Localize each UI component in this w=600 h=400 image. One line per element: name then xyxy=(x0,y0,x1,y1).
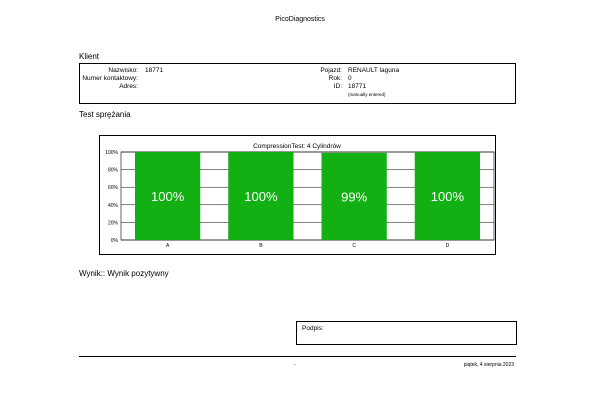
id-value: 18771 xyxy=(348,83,367,90)
signature-label: Podpis: xyxy=(302,325,324,332)
bar-value-label: 99% xyxy=(341,189,367,204)
y-tick-label: 20% xyxy=(108,220,119,226)
vehicle-label: Pojazd: xyxy=(320,67,342,74)
y-tick-label: 60% xyxy=(108,185,119,191)
chart-title: CompressionTest: 4 Cylindrów xyxy=(253,143,341,150)
bar-c xyxy=(321,152,387,240)
footer-center: - xyxy=(294,362,296,368)
surname-value: 18771 xyxy=(145,67,164,74)
client-heading: Klient xyxy=(79,52,100,61)
client-info-box: Nazwisko: 18771 Numer kontaktowy: Adres:… xyxy=(79,63,516,104)
footer-divider xyxy=(79,356,516,357)
bar-value-label: 100% xyxy=(244,189,278,204)
id-label: ID: xyxy=(333,83,342,90)
footer-date: piątek, 4 sierpnia 2023 xyxy=(463,362,514,368)
y-tick-label: 80% xyxy=(108,168,119,174)
y-tick-label: 40% xyxy=(108,203,119,209)
y-tick-label: 0% xyxy=(111,238,119,244)
id-note: (manually entered) xyxy=(348,92,386,97)
signature-box[interactable]: Podpis: xyxy=(296,321,517,345)
app-title: PicoDiagnostics xyxy=(275,16,325,23)
x-tick-label: B xyxy=(259,243,263,249)
bar-value-label: 100% xyxy=(431,189,465,204)
plot-area xyxy=(120,151,495,241)
x-tick-label: D xyxy=(446,243,450,249)
x-tick-label: A xyxy=(166,243,170,249)
bar-a xyxy=(134,152,201,240)
bar-b xyxy=(228,152,294,240)
surname-label: Nazwisko: xyxy=(108,67,138,74)
bar-d xyxy=(414,152,481,240)
vehicle-value: RENAULT laguna xyxy=(348,67,400,74)
address-label: Adres: xyxy=(119,83,138,90)
y-tick-label: 100% xyxy=(105,150,118,156)
phone-label: Numer kontaktowy: xyxy=(82,75,138,82)
year-label: Rok: xyxy=(328,75,342,82)
test-heading: Test sprężania xyxy=(79,110,131,119)
x-tick-label: C xyxy=(352,243,356,249)
result-text: Wynik:: Wynik pozytywny xyxy=(79,269,169,278)
year-value: 0 xyxy=(348,75,352,82)
bar-value-label: 100% xyxy=(151,189,185,204)
chart-frame xyxy=(99,135,496,255)
